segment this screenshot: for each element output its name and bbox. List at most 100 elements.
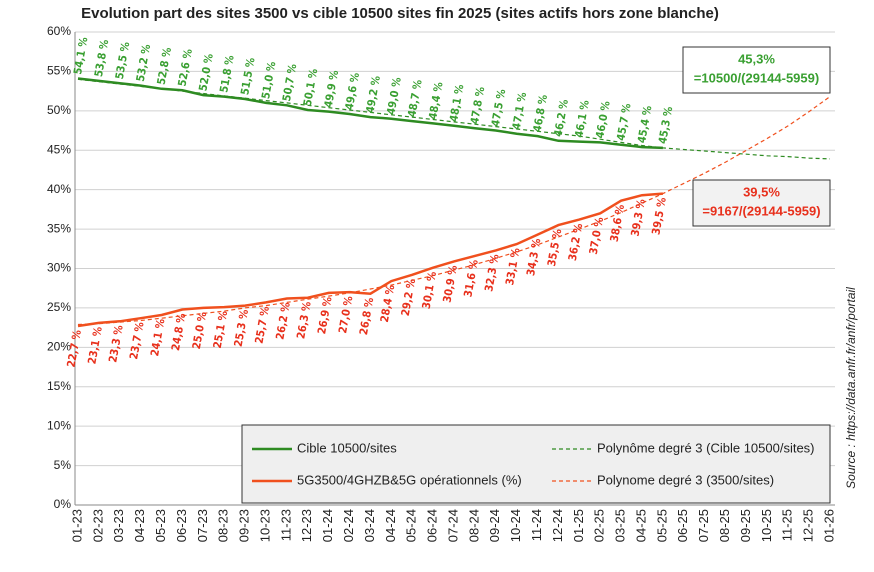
legend-label: Polynôme degré 3 (Cible 10500/sites) (597, 440, 815, 455)
data-label: 51,8 % (217, 54, 236, 94)
x-tick-label: 09-24 (487, 509, 502, 542)
x-tick-label: 02-25 (592, 509, 607, 542)
x-tick-label: 08-24 (466, 509, 481, 542)
data-label: 48,7 % (405, 79, 424, 119)
chart-title: Evolution part des sites 3500 vs cible 1… (81, 5, 719, 22)
data-label: 46,0 % (593, 100, 612, 140)
x-tick-label: 11-24 (529, 509, 544, 541)
data-label: 23,7 % (127, 321, 146, 361)
data-label: 50,1 % (301, 68, 320, 108)
data-label: 25,3 % (232, 308, 251, 348)
source: Source : https://data.anfr.fr/anfr/porta… (844, 287, 858, 489)
data-label: 47,5 % (489, 88, 508, 128)
x-tick-label: 05-23 (153, 509, 168, 542)
data-label: 38,6 % (608, 203, 627, 243)
data-label: 49,2 % (364, 75, 383, 115)
y-tick-label: 0% (54, 497, 72, 511)
x-tick-label: 02-23 (90, 509, 105, 542)
data-label: 32,3 % (482, 253, 501, 293)
x-tick-label: 10-24 (508, 509, 523, 542)
legend-label: 5G3500/4GHZB&5G opérationnels (%) (297, 472, 522, 487)
x-tick-label: 03-25 (613, 509, 628, 542)
legend-label: Cible 10500/sites (297, 440, 397, 455)
x-tick-label: 12-23 (299, 509, 314, 542)
x-tick-label: 11-25 (780, 509, 795, 541)
data-label: 25,1 % (211, 310, 230, 350)
data-label: 22,7 % (65, 329, 84, 369)
y-tick-label: 45% (47, 142, 71, 156)
data-label: 46,1 % (572, 99, 591, 139)
data-label: 53,2 % (134, 43, 153, 83)
annotation-formula: =10500/(29144-5959) (694, 70, 819, 85)
x-tick-label: 03-24 (362, 509, 377, 542)
x-tick-label: 07-25 (696, 509, 711, 542)
data-label: 53,8 % (92, 38, 111, 78)
y-tick-label: 10% (47, 418, 71, 432)
x-tick-label: 02-24 (341, 509, 356, 542)
data-label: 45,7 % (614, 102, 633, 142)
y-tick-label: 5% (54, 458, 72, 472)
data-label: 39,5 % (649, 196, 668, 236)
data-label: 49,9 % (322, 69, 341, 109)
data-label: 46,2 % (552, 98, 571, 138)
series-line (77, 192, 663, 328)
data-label: 25,0 % (190, 311, 209, 351)
data-label: 36,2 % (566, 222, 585, 262)
annotation-box (682, 46, 831, 94)
y-tick-label: 60% (47, 24, 71, 38)
data-label: 45,3 % (656, 105, 675, 145)
data-label: 50,7 % (280, 63, 299, 103)
x-tick-label: 04-23 (132, 509, 147, 542)
data-label: 31,6 % (461, 259, 480, 299)
x-tick-label: 09-23 (237, 509, 252, 542)
data-label: 48,4 % (426, 81, 445, 121)
x-tick-label: 12-25 (801, 509, 816, 542)
x-tick-label: 10-25 (759, 509, 774, 542)
data-label: 47,1 % (510, 91, 529, 131)
y-tick-label: 20% (47, 340, 71, 354)
data-label: 29,2 % (399, 278, 418, 318)
data-label: 54,1 % (71, 36, 90, 76)
data-label: 45,4 % (635, 105, 654, 145)
y-tick-label: 35% (47, 221, 71, 235)
data-label: 39,3 % (629, 198, 648, 238)
data-label: 28,4 % (378, 284, 397, 324)
data-label: 46,8 % (531, 94, 550, 134)
y-tick-label: 50% (47, 103, 71, 117)
legend-label: Polynome degré 3 (3500/sites) (597, 472, 774, 487)
x-tick-label: 01-23 (69, 509, 84, 542)
data-label: 51,5 % (238, 57, 257, 97)
x-tick-label: 05-24 (404, 509, 419, 542)
data-label: 49,0 % (384, 76, 403, 116)
data-label: 51,0 % (259, 60, 278, 100)
data-label: 30,9 % (441, 264, 460, 304)
data-label: 26,3 % (294, 300, 313, 340)
annotation-box (692, 179, 831, 227)
annotation-value: 39,5% (743, 184, 780, 199)
x-tick-label: 10-23 (257, 509, 272, 542)
data-label: 26,8 % (357, 296, 376, 336)
x-tick-label: 04-24 (383, 509, 398, 542)
data-label: 35,5 % (545, 228, 564, 268)
data-label: 26,9 % (315, 296, 334, 336)
legend-box (241, 424, 831, 504)
data-label: 24,1 % (148, 318, 167, 358)
x-tick-label: 09-25 (738, 509, 753, 542)
data-label: 26,2 % (273, 301, 292, 341)
x-tick-label: 03-23 (111, 509, 126, 542)
x-tick-label: 07-24 (445, 509, 460, 542)
y-tick-label: 15% (47, 379, 71, 393)
data-label: 47,8 % (468, 86, 487, 126)
y-tick-label: 55% (47, 64, 71, 78)
data-label: 52,0 % (196, 53, 215, 93)
data-label: 53,5 % (113, 41, 132, 81)
x-tick-label: 06-25 (675, 509, 690, 542)
data-label: 48,1 % (447, 83, 466, 123)
x-tick-label: 08-23 (216, 509, 231, 542)
data-label: 25,7 % (253, 305, 272, 345)
x-tick-label: 06-23 (174, 509, 189, 542)
x-tick-label: 01-24 (320, 509, 335, 542)
y-tick-label: 30% (47, 261, 71, 275)
data-label: 27,0 % (336, 295, 355, 335)
